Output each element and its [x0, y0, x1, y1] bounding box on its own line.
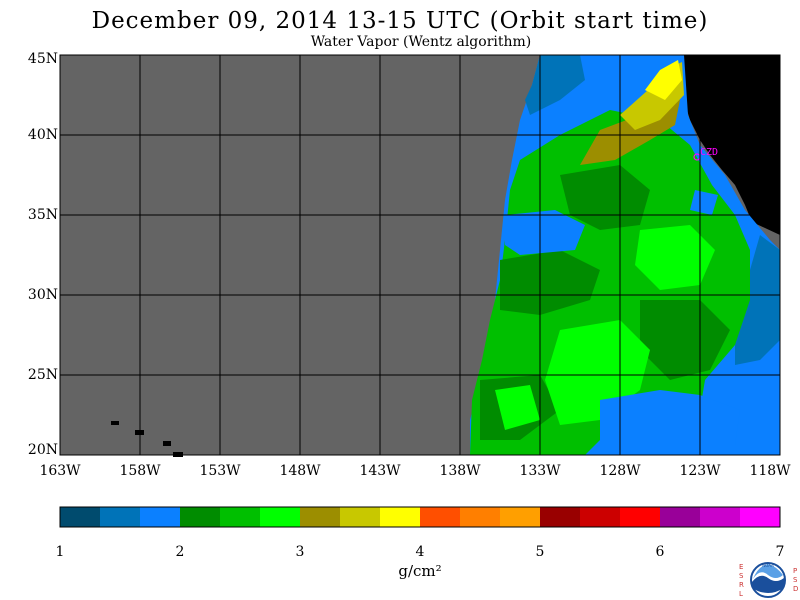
lon-label-148w: 148W — [279, 463, 321, 479]
lon-label-133w: 133W — [519, 463, 561, 479]
lon-label-138w: 138W — [439, 463, 481, 479]
lon-label-153w: 153W — [199, 463, 241, 479]
colorbar-swatch — [460, 507, 501, 527]
colorbar-tick-1: 1 — [55, 544, 65, 560]
lat-label-40n: 40N — [27, 127, 58, 143]
lat-label-30n: 30N — [27, 287, 58, 303]
lon-label-143w: 143W — [359, 463, 401, 479]
colorbar-swatch — [740, 507, 781, 527]
colorbar-swatch — [700, 507, 741, 527]
colorbar-units: g/cm² — [398, 562, 442, 580]
map-subtitle: Water Vapor (Wentz algorithm) — [310, 34, 532, 50]
colorbar-frame — [59, 506, 781, 528]
colorbar-swatch — [340, 507, 381, 527]
colorbar-swatch — [220, 507, 261, 527]
lat-label-45n: 45N — [27, 51, 58, 67]
station-label: CZD — [700, 147, 718, 158]
colorbar-swatch — [60, 507, 101, 527]
lon-label-163w: 163W — [39, 463, 81, 479]
colorbar-swatch — [540, 507, 581, 527]
colorbar-swatch — [420, 507, 461, 527]
colorbar-swatch — [300, 507, 341, 527]
colorbar-tick-4: 4 — [415, 544, 425, 560]
colorbar-swatch — [140, 507, 181, 527]
land-mass — [684, 55, 780, 235]
lat-label-35n: 35N — [27, 207, 58, 223]
svg-text:P: P — [793, 567, 797, 575]
colorbar-tick-5: 5 — [535, 544, 545, 560]
colorbar-tick-2: 2 — [175, 544, 185, 560]
svg-text:E: E — [739, 563, 743, 571]
svg-text:NOAA: NOAA — [762, 563, 774, 568]
colorbar-swatch — [580, 507, 621, 527]
colorbar-tick-3: 3 — [295, 544, 305, 560]
svg-text:S: S — [793, 576, 798, 584]
lon-label-158w: 158W — [119, 463, 161, 479]
colorbar-tick-7: 7 — [775, 544, 785, 560]
colorbar — [60, 507, 781, 527]
svg-text:L: L — [739, 590, 743, 598]
svg-text:D: D — [793, 585, 798, 593]
graticule — [60, 55, 780, 455]
colorbar-swatch — [620, 507, 661, 527]
svg-text:S: S — [739, 572, 744, 580]
colorbar-swatch — [380, 507, 421, 527]
map-title: December 09, 2014 13-15 UTC (Orbit start… — [91, 8, 709, 34]
colorbar-tick-6: 6 — [655, 544, 665, 560]
colorbar-swatch — [100, 507, 141, 527]
colorbar-swatch — [260, 507, 301, 527]
svg-text:R: R — [739, 581, 744, 589]
colorbar-swatch — [660, 507, 701, 527]
lat-label-25n: 25N — [27, 367, 58, 383]
lon-label-118w: 118W — [749, 463, 791, 479]
map-frame — [59, 54, 781, 456]
lon-label-123w: 123W — [679, 463, 721, 479]
lon-label-128w: 128W — [599, 463, 641, 479]
lat-label-20n: 20N — [27, 442, 58, 458]
colorbar-swatch — [180, 507, 221, 527]
colorbar-swatch — [500, 507, 541, 527]
